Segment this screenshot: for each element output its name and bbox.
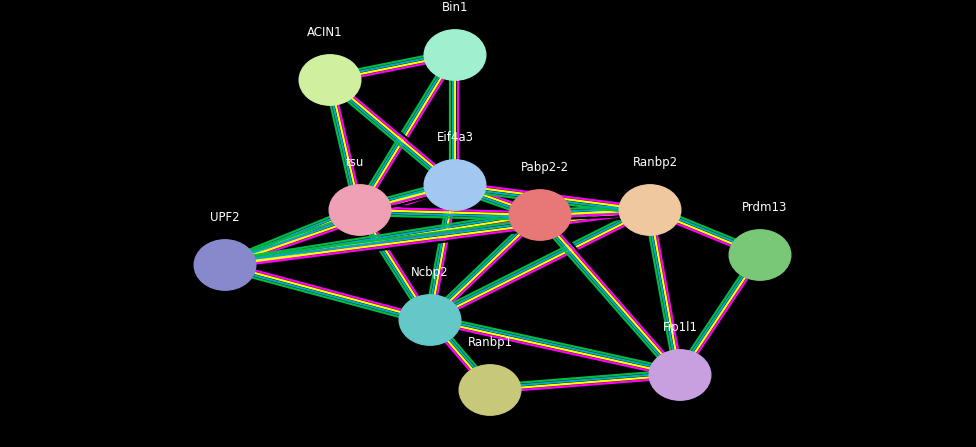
Text: Ranbp1: Ranbp1 — [468, 336, 512, 349]
Text: Ncbp2: Ncbp2 — [411, 266, 449, 279]
Ellipse shape — [194, 240, 256, 290]
Text: UPF2: UPF2 — [210, 211, 240, 224]
Text: Ranbp2: Ranbp2 — [632, 156, 677, 169]
Ellipse shape — [329, 185, 390, 235]
Text: tsu: tsu — [346, 156, 364, 169]
Ellipse shape — [459, 365, 521, 415]
Ellipse shape — [619, 185, 681, 235]
Ellipse shape — [300, 55, 361, 105]
Text: ACIN1: ACIN1 — [307, 26, 343, 39]
Ellipse shape — [425, 160, 486, 210]
Text: Prdm13: Prdm13 — [743, 201, 788, 214]
Ellipse shape — [399, 295, 461, 345]
Ellipse shape — [425, 30, 486, 80]
Text: Eif4a3: Eif4a3 — [436, 131, 473, 144]
Ellipse shape — [509, 190, 571, 240]
Text: Fip1l1: Fip1l1 — [663, 321, 698, 334]
Text: Bin1: Bin1 — [442, 1, 468, 14]
Ellipse shape — [649, 350, 711, 400]
Text: Pabp2-2: Pabp2-2 — [521, 161, 569, 174]
Ellipse shape — [729, 230, 791, 280]
